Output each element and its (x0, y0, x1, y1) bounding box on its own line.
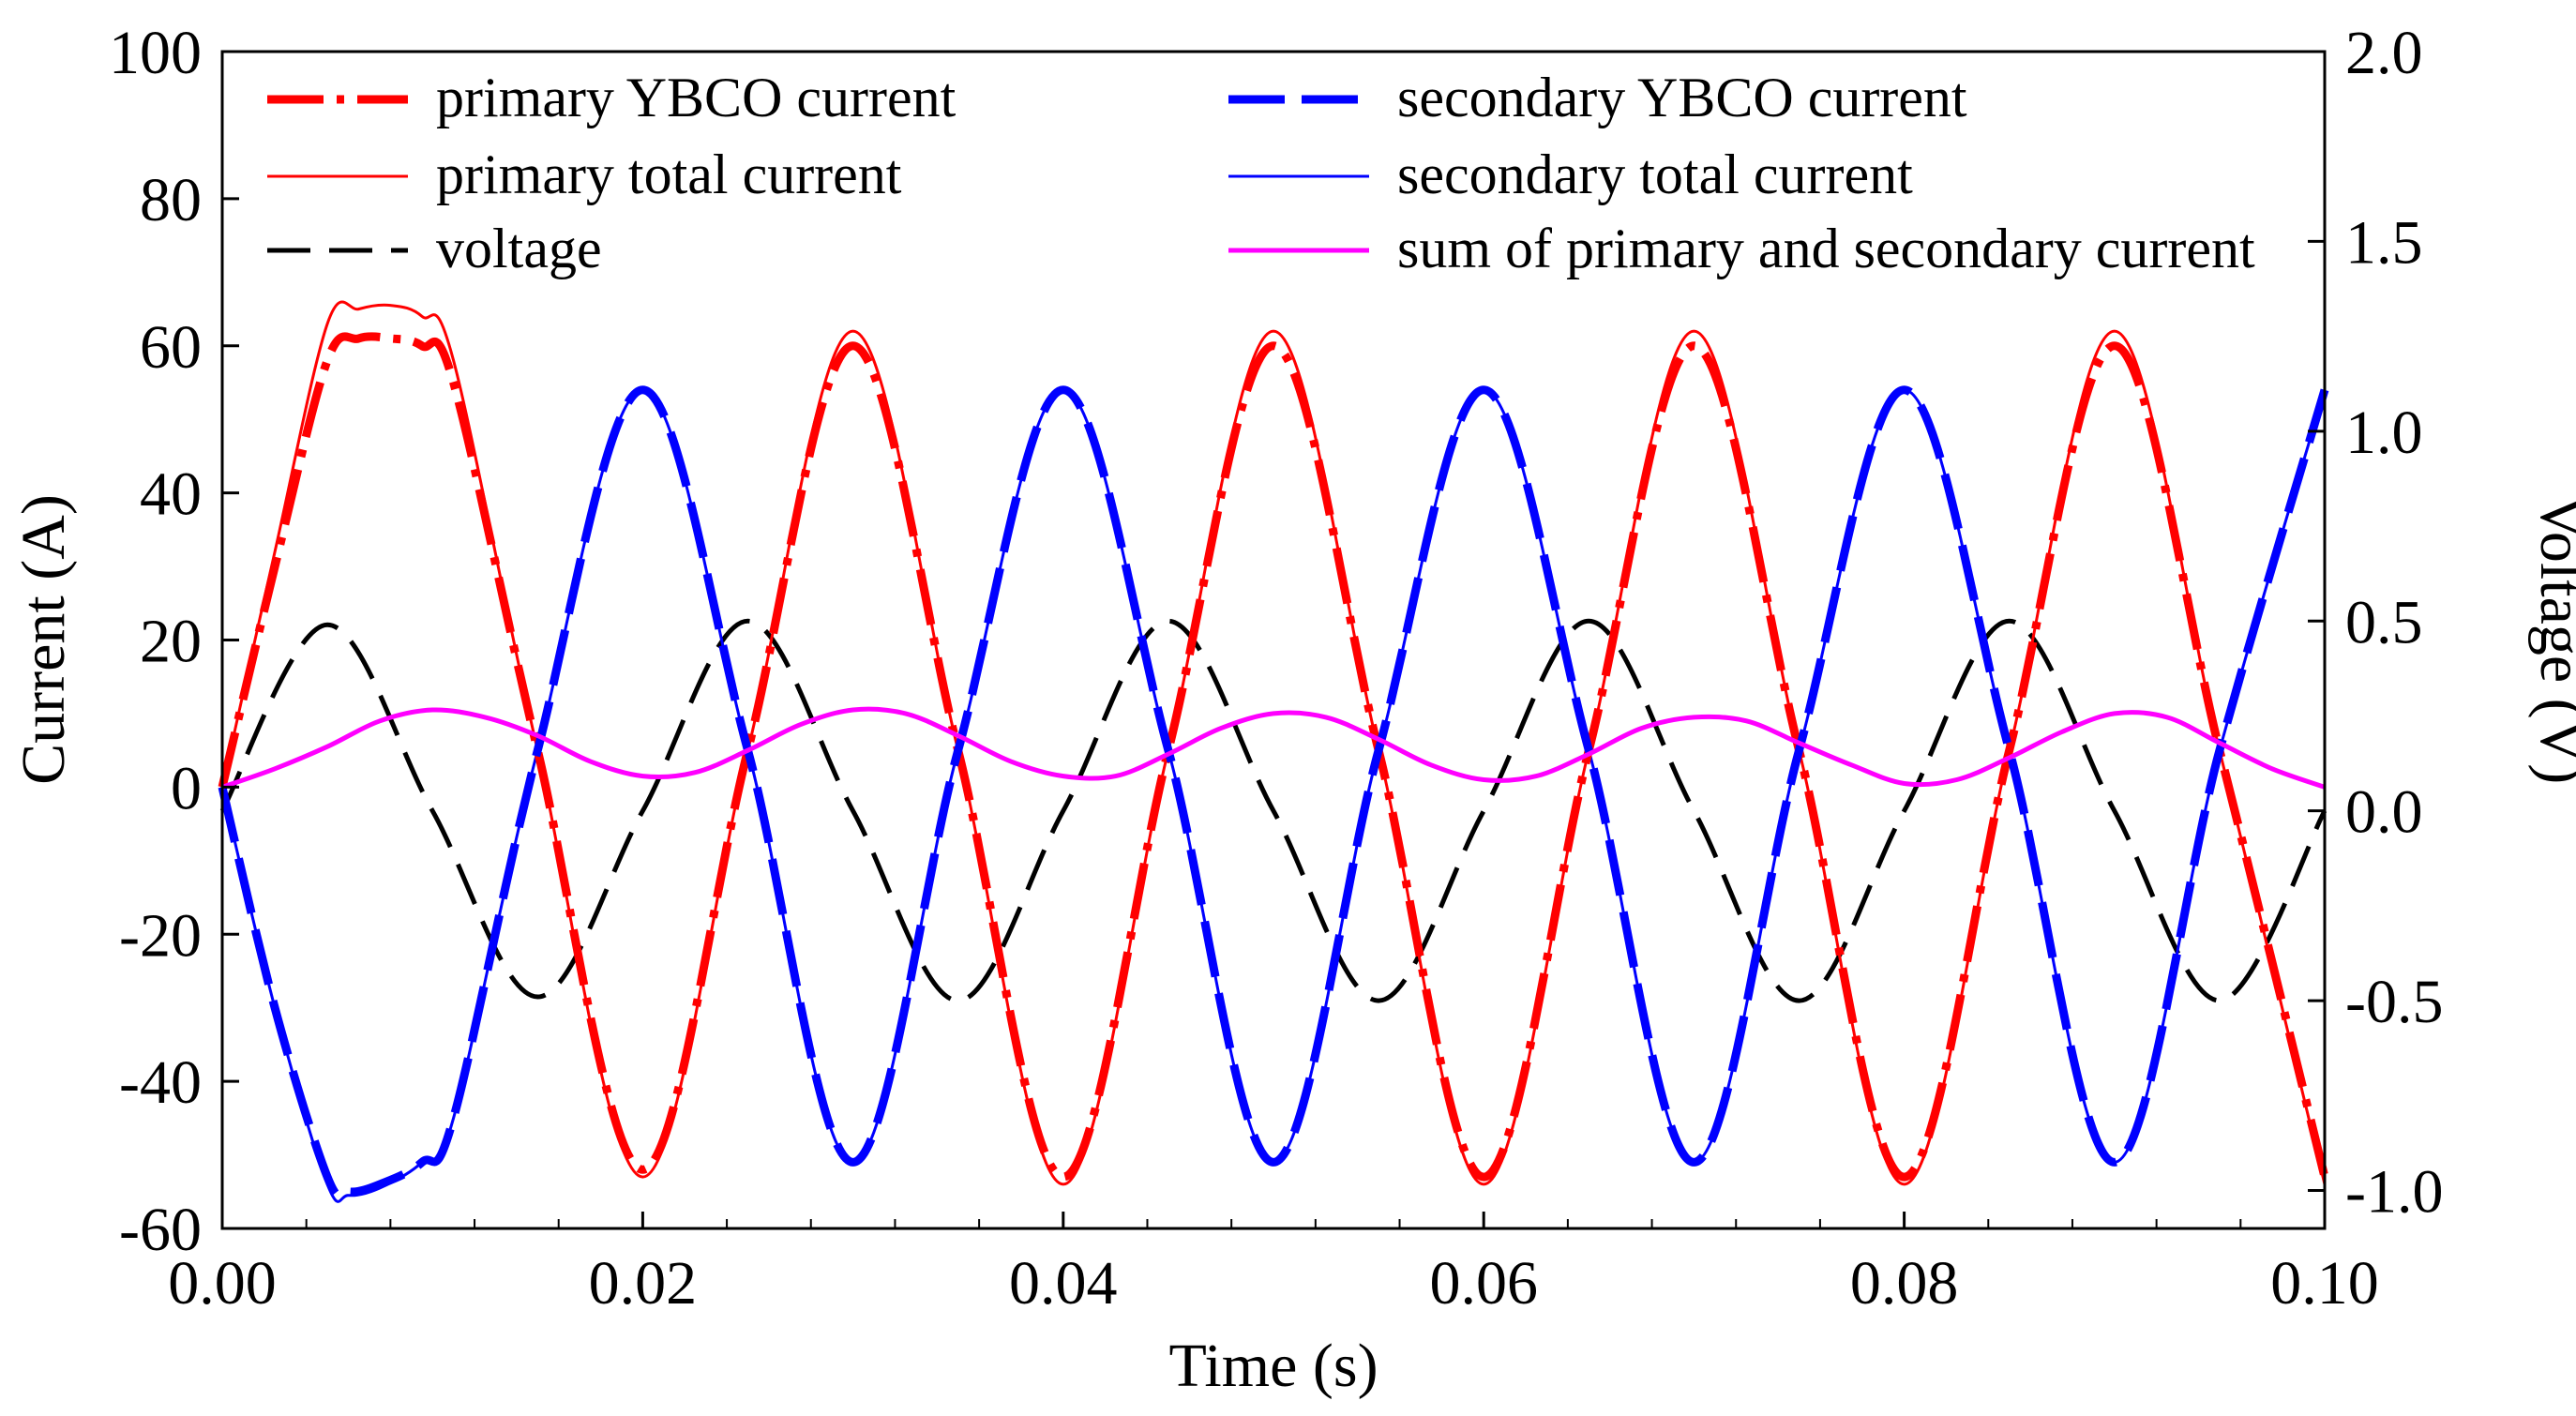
y-tick-label: 20 (140, 608, 202, 676)
legend-label: primary total current (436, 143, 902, 205)
y-tick-label: 0 (171, 754, 202, 822)
x-tick-label: 0.04 (1009, 1249, 1118, 1318)
x-tick-label: 0.08 (1850, 1249, 1959, 1318)
legend-label: primary YBCO current (436, 67, 957, 128)
y2-tick-label: 0.0 (2345, 778, 2423, 847)
x-tick-label: 0.00 (168, 1249, 277, 1318)
legend: primary YBCO current primary total curren… (267, 67, 2255, 279)
x-tick-label: 0.10 (2270, 1249, 2379, 1318)
y-axis-label: Current (A) (9, 494, 78, 785)
legend-label: secondary YBCO current (1397, 67, 1967, 128)
y-tick-label: -60 (119, 1196, 202, 1264)
x-tick-label: 0.02 (589, 1249, 698, 1318)
series-line-voltage (219, 618, 2327, 1003)
series-line-secondary-ybco-current (218, 385, 2329, 1200)
y-tick-label: 40 (140, 460, 202, 529)
series-line-sum-of-primary-and-secondary-current (221, 706, 2326, 790)
y-tick-label: -20 (119, 901, 202, 970)
x-axis-label: Time (s) (1168, 1332, 1378, 1400)
y2-tick-label: 2.0 (2345, 19, 2423, 87)
y2-tick-label: 1.5 (2345, 208, 2423, 277)
y-tick-label: 80 (140, 166, 202, 234)
y2-axis-label: Voltage (V) (2527, 495, 2576, 785)
y-tick-label: 60 (140, 313, 202, 382)
series-line-secondary-total-current (220, 388, 2327, 1203)
legend-label: secondary total current (1397, 143, 1913, 205)
y-tick-label: -40 (119, 1048, 202, 1117)
plot-area (218, 300, 2329, 1203)
axis-ticks: 0.00 0.02 0.04 0.06 0.08 0.10 100 80 60 40 20 0 -20 -… (109, 19, 2443, 1318)
series-line-primary-ybco-current (218, 332, 2329, 1182)
y2-tick-label: 1.0 (2345, 399, 2423, 467)
y2-tick-label: -0.5 (2345, 968, 2443, 1036)
legend-label: sum of primary and secondary current (1397, 218, 2255, 279)
x-tick-label: 0.06 (1429, 1249, 1538, 1318)
y-tick-label: 100 (109, 19, 202, 87)
series-line-primary-total-current (220, 300, 2327, 1186)
y2-tick-label: -1.0 (2345, 1158, 2443, 1227)
y2-tick-label: 0.5 (2345, 588, 2423, 656)
legend-label: voltage (436, 218, 602, 279)
